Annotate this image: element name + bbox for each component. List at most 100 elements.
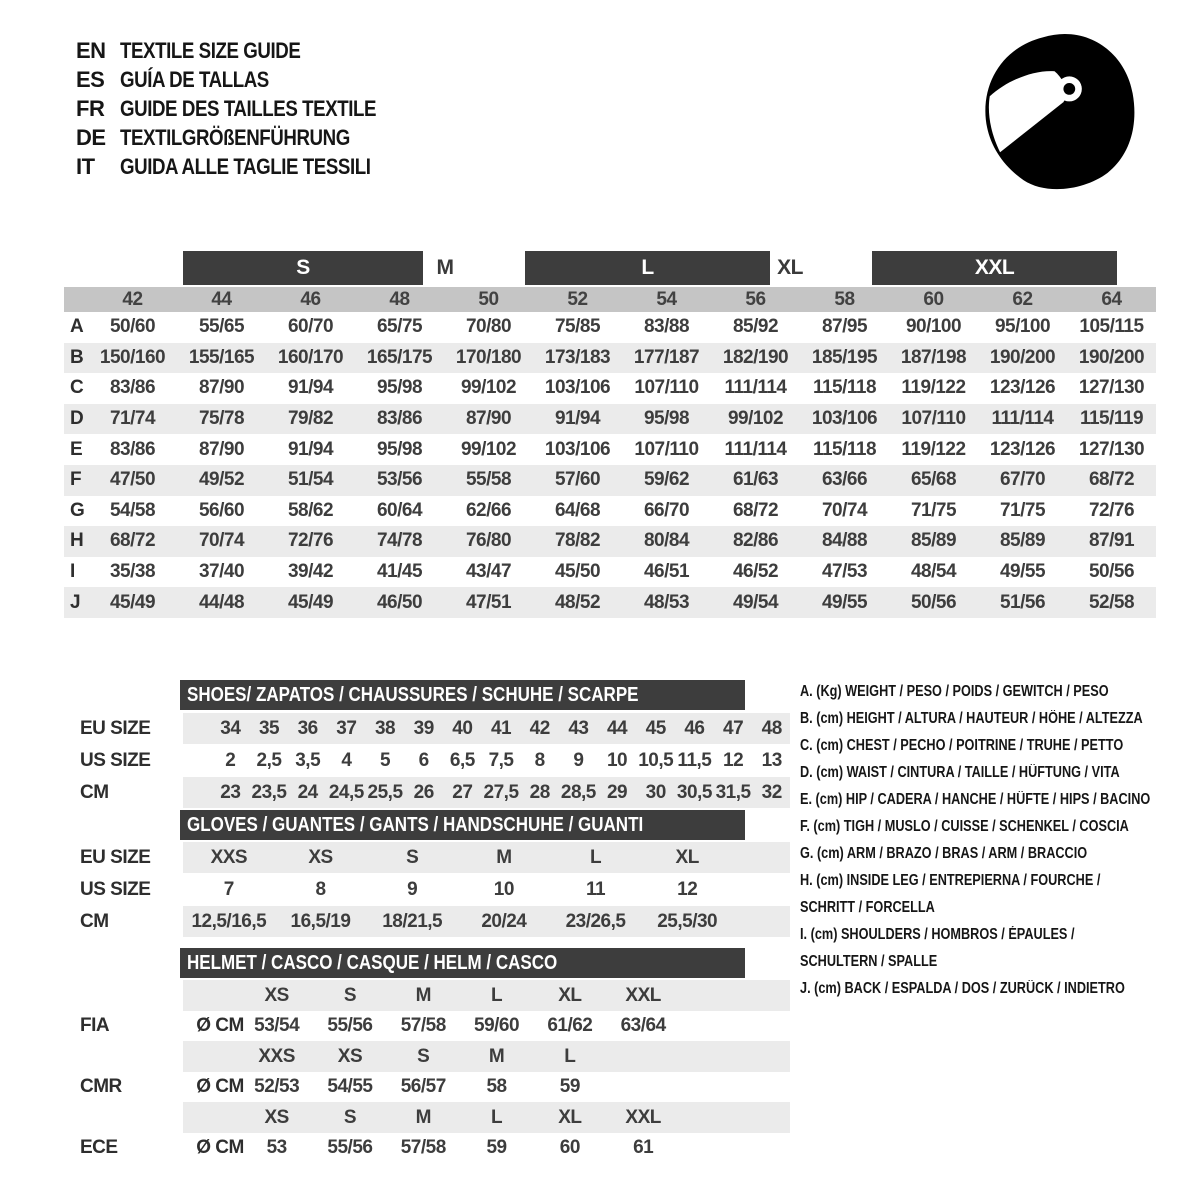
gloves-value: 16,5/19 — [290, 910, 351, 932]
helmet-size-cells: XXS XS S M L — [240, 1041, 607, 1072]
measurement-value: 50/56 — [1088, 561, 1135, 583]
measurement-value: 87/90 — [465, 408, 512, 430]
measurement-value: 50/56 — [910, 591, 957, 613]
measurement-value: 103/106 — [544, 377, 611, 399]
helmet-value: 59 — [559, 1075, 581, 1097]
helmet-unit-label: Ø CM — [196, 1075, 244, 1097]
shoes-value: 25,5 — [367, 781, 403, 803]
shoes-cells: 2 2,5 3,5 4 5 6 6,5 7,5 8 9 10 10,5 11,5 12 13 — [211, 745, 791, 776]
legend-line: B. (cm) HEIGHT / ALTURA / HAUTEUR / HÖHE… — [800, 705, 1195, 732]
measurement-value: 95/98 — [376, 377, 423, 399]
shoes-value: 30 — [645, 781, 667, 803]
measurement-value: 58/62 — [287, 499, 334, 521]
gloves-value: 11 — [585, 878, 606, 900]
language-code: EN — [76, 37, 106, 63]
gloves-row-label: US SIZE — [80, 878, 151, 900]
helmet-value: 56/57 — [400, 1075, 447, 1097]
gloves-value: 9 — [407, 878, 418, 900]
helmet-size-label: XS — [264, 984, 289, 1006]
helmet-value: 61 — [633, 1136, 654, 1158]
measurement-value: 72/76 — [287, 530, 334, 552]
shoes-cells: 34 35 36 37 38 39 40 41 42 43 44 45 46 47 48 — [211, 713, 791, 744]
measurement-value: 127/130 — [1078, 377, 1145, 399]
measurement-value: 119/122 — [901, 438, 966, 460]
helmet-size-label: XXL — [625, 1106, 661, 1128]
measurement-row: B 150/160 155/165 160/170 165/175 170/180 173/… — [64, 342, 1156, 374]
numeric-size: 44 — [211, 288, 232, 310]
gloves-value: 7 — [223, 878, 235, 900]
numeric-size: 60 — [923, 288, 944, 310]
measurement-value: 54/58 — [109, 499, 156, 521]
measurement-value: 52/58 — [1088, 591, 1135, 613]
measurement-row: H 68/72 70/74 72/76 74/78 76/80 78/82 80/84 82/8… — [64, 526, 1156, 557]
gloves-value: M — [496, 846, 512, 868]
measurement-legend: A. (Kg) WEIGHT / PESO / POIDS / GEWITCH … — [800, 678, 1195, 1002]
shoes-value: 37 — [336, 717, 357, 739]
shoes-row: EU SIZE 34 35 36 37 38 39 40 41 42 43 44 45 46 47 48 — [0, 713, 1200, 744]
helmet-value-cells: 53/54 55/56 57/58 59/60 61/62 63/64 — [240, 1010, 680, 1041]
measurement-value: 71/75 — [910, 499, 957, 521]
shoes-value: 38 — [374, 717, 396, 739]
helmet-standard-row: ECE Ø CM 53 55/56 57/58 59 60 61 — [0, 1132, 1200, 1163]
measurement-value: 99/102 — [727, 408, 784, 430]
measurement-value: 83/88 — [643, 316, 690, 338]
measurement-value: 80/84 — [643, 530, 690, 552]
helmet-size-label: XL — [558, 1106, 582, 1128]
helmet-size-label: L — [490, 1106, 503, 1128]
gloves-cells: 12,5/16,5 16,5/19 18/21,5 20/24 23/26,5 25,5/… — [183, 906, 733, 937]
language-title: GUIDA ALLE TAGLIE TESSILI — [120, 153, 371, 179]
shoes-value: 4 — [341, 749, 352, 771]
shoes-value: 40 — [452, 717, 473, 739]
shoes-value: 6,5 — [449, 749, 475, 771]
measurement-value: 182/190 — [722, 346, 789, 368]
measurement-value: 115/118 — [812, 438, 877, 460]
measurement-letter: E — [70, 438, 83, 460]
measurement-row: I 35/38 37/40 39/42 41/45 43/47 45/50 46/51 46/5… — [64, 557, 1156, 588]
measurement-value: 190/200 — [989, 346, 1056, 368]
measurement-value: 87/90 — [198, 377, 245, 399]
legend-text: D. (cm) WAIST / CINTURA / TAILLE / HÜFTU… — [800, 763, 1120, 781]
numeric-size: 54 — [656, 288, 677, 310]
measurement-value: 87/95 — [821, 316, 868, 338]
shoes-value: 46 — [684, 717, 705, 739]
shoes-value: 41 — [490, 717, 512, 739]
helmet-size-label: XL — [558, 984, 582, 1006]
language-title: TEXTILE SIZE GUIDE — [120, 37, 301, 63]
shoes-row-label: CM — [80, 781, 109, 803]
measurement-value: 76/80 — [465, 530, 512, 552]
shoes-value: 23,5 — [251, 781, 287, 803]
measurement-value: 49/55 — [999, 561, 1046, 583]
measurement-value: 68/72 — [732, 499, 779, 521]
helmet-value: 54/55 — [327, 1075, 373, 1097]
language-title: GUÍA DE TALLAS — [120, 66, 269, 92]
shoes-row-label: EU SIZE — [80, 717, 151, 739]
measurement-row: G 54/58 56/60 58/62 60/64 62/66 64/68 66/70 68/7… — [64, 496, 1156, 527]
numeric-size: 64 — [1101, 288, 1122, 310]
measurement-letter: G — [70, 499, 85, 521]
helmet-unit-label: Ø CM — [196, 1136, 244, 1158]
measurement-value: 111/114 — [724, 377, 787, 399]
measurement-value: 50/60 — [109, 316, 156, 338]
measurement-value: 65/68 — [910, 469, 957, 491]
shoes-value: 2,5 — [256, 749, 282, 771]
helmet-size-label: XXS — [258, 1045, 295, 1067]
legend-line: F. (cm) TIGH / MUSLO / CUISSE / SCHENKEL… — [800, 813, 1195, 840]
shoes-value: 9 — [573, 749, 584, 771]
gloves-section-title: GLOVES / GUANTES / GANTS / HANDSCHUHE / … — [187, 813, 644, 836]
measurement-value: 53/56 — [376, 469, 423, 491]
measurement-value: 84/88 — [821, 530, 868, 552]
shoes-value: 11,5 — [677, 749, 712, 771]
measurement-value: 107/110 — [634, 377, 699, 399]
measurement-value: 83/86 — [109, 377, 156, 399]
gloves-value: 23/26,5 — [565, 910, 626, 932]
language-code: FR — [76, 95, 105, 121]
measurement-value: 85/92 — [732, 316, 779, 338]
helmet-value: 53 — [266, 1136, 288, 1158]
measurement-value: 160/170 — [277, 346, 344, 368]
shoes-band: 23 23,5 24 24,5 25,5 26 27 27,5 28 28,5 29 30 30,5 31… — [183, 777, 790, 808]
gloves-row: EU SIZE XXS XS S M L XL — [0, 842, 1200, 873]
textile-table-body: A 50/60 55/65 60/70 65/75 70/80 75/85 83/88 85/9… — [64, 312, 1156, 618]
shoes-value: 34 — [220, 717, 241, 739]
measurement-value: 75/78 — [198, 408, 245, 430]
measurement-value: 173/183 — [544, 346, 611, 368]
